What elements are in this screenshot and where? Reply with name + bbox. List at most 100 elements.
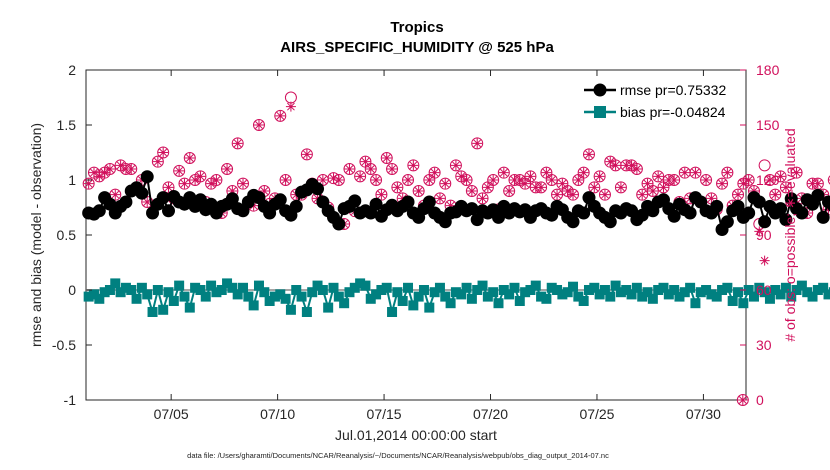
bias-marker — [674, 291, 685, 302]
obs-evaluated-marker — [222, 164, 233, 174]
y2-tick-label: 180 — [756, 62, 780, 78]
obs-count-markers — [82, 91, 830, 406]
y-tick-label: -1 — [64, 392, 77, 408]
obs-evaluated-marker — [99, 167, 110, 178]
rmse-marker — [774, 202, 788, 216]
obs-evaluated-marker — [365, 164, 376, 174]
bias-marker — [568, 281, 579, 292]
rmse-marker — [369, 197, 383, 211]
y-tick-label: -0.5 — [52, 337, 76, 353]
bias-marker — [397, 296, 408, 306]
obs-evaluated-marker — [253, 120, 264, 130]
bias-marker — [355, 278, 366, 289]
bias-marker — [509, 282, 520, 293]
obs-possible-marker — [689, 166, 702, 179]
bias-marker — [733, 287, 744, 298]
bias-marker — [812, 285, 823, 295]
rmse-marker — [827, 201, 830, 212]
bias-marker — [653, 285, 664, 295]
obs-evaluated-marker — [429, 167, 440, 178]
bias-marker — [264, 296, 275, 306]
obs-evaluated-marker — [477, 193, 488, 204]
obs-evaluated-marker — [807, 178, 818, 189]
obs-evaluated-marker — [621, 160, 632, 171]
bias-marker — [158, 304, 169, 315]
y-tick-label: 0.5 — [57, 227, 77, 243]
bias-marker — [248, 300, 259, 311]
y-tick-label: 2 — [68, 62, 76, 78]
bias-marker — [392, 287, 403, 298]
obs-possible-marker — [178, 177, 191, 190]
rmse-marker — [784, 192, 798, 206]
bias-marker — [317, 285, 328, 295]
x-tick-label: 07/30 — [686, 406, 721, 422]
rmse-marker — [135, 186, 149, 200]
rmse-marker — [667, 209, 681, 223]
rmse-marker — [332, 217, 346, 231]
bias-marker — [200, 291, 211, 302]
obs-evaluated-marker — [461, 175, 472, 185]
obs-evaluated-marker — [514, 175, 525, 185]
obs-possible-marker — [391, 181, 404, 194]
obs-evaluated-marker — [504, 186, 515, 196]
bias-marker — [679, 287, 690, 298]
obs-evaluated-marker — [764, 175, 775, 185]
bias-marker — [408, 300, 419, 311]
bias-marker — [780, 282, 791, 293]
obs-evaluated-marker — [546, 175, 557, 185]
rmse-marker — [492, 210, 505, 224]
rmse-marker — [348, 194, 362, 208]
bias-marker — [259, 287, 270, 298]
bias-marker — [796, 280, 807, 291]
bias-marker — [339, 298, 350, 309]
obs-evaluated-marker — [738, 178, 749, 189]
bias-marker — [786, 291, 797, 302]
obs-possible-marker — [545, 174, 558, 186]
obs-possible-marker — [636, 188, 649, 201]
bias-marker — [754, 282, 765, 293]
obs-evaluated-marker — [759, 255, 770, 266]
obs-possible-marker — [790, 166, 803, 179]
bias-marker — [477, 280, 488, 291]
bias-marker — [770, 285, 781, 295]
obs-possible-marker — [503, 185, 516, 197]
obs-possible-marker — [716, 177, 729, 190]
obs-evaluated-marker — [552, 189, 563, 200]
axis-ticks: 07/05 07/10 07/15 07/20 07/25 07/30 -1 -0.5 0 0.5… — [52, 62, 780, 422]
legend-rmse-label: rmse pr=0.75332 — [620, 82, 726, 98]
bias-marker — [557, 289, 568, 300]
obs-evaluated-marker — [301, 149, 312, 160]
x-axis-label: Jul.01,2014 00:00:00 start — [335, 427, 497, 443]
footnote: data file: /Users/gharamti/Documents/NCA… — [187, 451, 609, 460]
bias-marker — [413, 291, 424, 302]
y-tick-label: 0 — [68, 282, 76, 298]
obs-evaluated-marker — [232, 138, 243, 149]
bias-marker — [179, 291, 190, 302]
obs-evaluated-marker — [440, 178, 451, 189]
obs-evaluated-marker — [536, 182, 547, 193]
bias-marker — [120, 282, 131, 293]
bias-marker — [807, 291, 818, 302]
y-tick-label: 1 — [68, 172, 76, 188]
bias-series — [83, 278, 830, 317]
bias-marker — [456, 289, 467, 300]
bias-marker — [493, 298, 504, 309]
y2-tick-label: 30 — [756, 337, 772, 353]
obs-evaluated-marker — [658, 182, 669, 193]
obs-evaluated-marker — [482, 182, 493, 193]
bias-marker — [663, 289, 674, 300]
obs-evaluated-marker — [317, 175, 328, 185]
obs-evaluated-marker — [812, 178, 823, 189]
obs-evaluated-marker — [701, 175, 712, 185]
obs-possible-marker — [524, 170, 537, 183]
obs-possible-marker — [279, 174, 292, 186]
obs-possible-marker — [646, 185, 659, 197]
obs-possible-marker — [231, 137, 244, 150]
bias-marker — [168, 296, 179, 306]
obs-evaluated-marker — [605, 156, 616, 167]
bias-marker — [323, 302, 334, 313]
bias-marker — [280, 293, 291, 304]
bias-marker — [376, 285, 387, 295]
obs-evaluated-marker — [371, 175, 382, 185]
bias-marker — [429, 287, 440, 298]
